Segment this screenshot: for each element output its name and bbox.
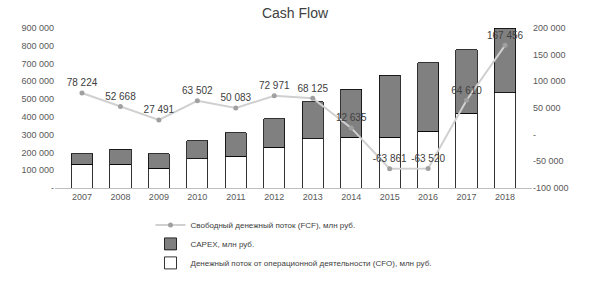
svg-text:-63 520: -63 520: [411, 153, 445, 164]
svg-text:2015: 2015: [380, 192, 400, 202]
svg-text:2014: 2014: [341, 192, 361, 202]
svg-text:2016: 2016: [418, 192, 438, 202]
svg-text:-: -: [533, 130, 536, 140]
svg-text:600 000: 600 000: [21, 76, 54, 86]
svg-text:68 125: 68 125: [297, 83, 328, 94]
svg-text:300 000: 300 000: [21, 130, 54, 140]
svg-text:400 000: 400 000: [21, 112, 54, 122]
svg-text:78 224: 78 224: [67, 77, 98, 88]
svg-text:-: -: [51, 183, 54, 193]
svg-text:2011: 2011: [226, 192, 245, 202]
svg-text:800 000: 800 000: [21, 41, 54, 51]
svg-text:27 491: 27 491: [144, 104, 175, 115]
svg-text:2009: 2009: [149, 192, 169, 202]
svg-text:-100 000: -100 000: [533, 183, 569, 193]
svg-text:100 000: 100 000: [533, 76, 566, 86]
svg-text:900 000: 900 000: [21, 23, 54, 33]
svg-text:2013: 2013: [303, 192, 323, 202]
svg-text:72 971: 72 971: [259, 80, 290, 91]
svg-text:2012: 2012: [264, 192, 284, 202]
svg-text:63 502: 63 502: [182, 85, 213, 96]
svg-text:167 456: 167 456: [487, 30, 524, 41]
svg-text:Cash Flow: Cash Flow: [262, 5, 329, 21]
svg-text:700 000: 700 000: [21, 59, 54, 69]
svg-text:CAPEX, млн руб.: CAPEX, млн руб.: [191, 240, 255, 249]
svg-text:200 000: 200 000: [21, 148, 54, 158]
svg-text:2018: 2018: [495, 192, 515, 202]
svg-text:200 000: 200 000: [533, 23, 566, 33]
svg-text:2008: 2008: [110, 192, 130, 202]
svg-text:2010: 2010: [187, 192, 207, 202]
svg-text:50 000: 50 000: [533, 103, 561, 113]
svg-text:52 668: 52 668: [105, 91, 136, 102]
svg-text:2007: 2007: [72, 192, 92, 202]
svg-text:2017: 2017: [457, 192, 477, 202]
svg-text:-50 000: -50 000: [533, 156, 564, 166]
svg-text:12 635: 12 635: [336, 112, 367, 123]
svg-text:Денежный поток от операционной: Денежный поток от операционной деятельно…: [191, 259, 432, 268]
svg-text:100 000: 100 000: [21, 165, 54, 175]
svg-text:-63 861: -63 861: [373, 153, 407, 164]
svg-text:500 000: 500 000: [21, 94, 54, 104]
svg-text:50 083: 50 083: [221, 92, 252, 103]
svg-text:64 610: 64 610: [451, 85, 482, 96]
svg-text:Свободный денежный поток (FCF): Свободный денежный поток (FCF), млн руб.: [191, 221, 356, 230]
svg-text:150 000: 150 000: [533, 50, 566, 60]
